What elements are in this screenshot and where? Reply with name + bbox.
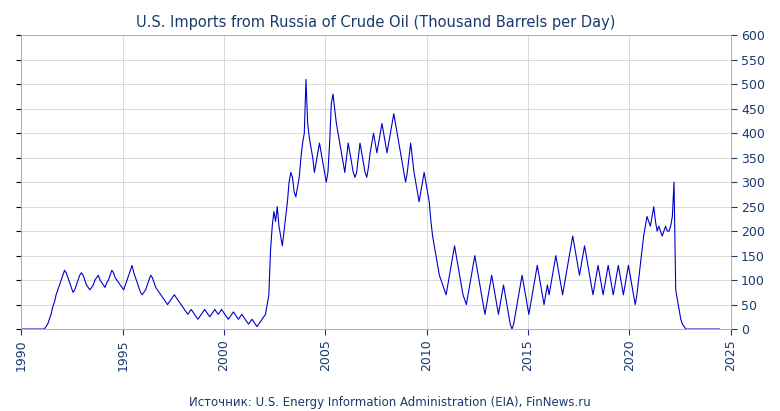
Title: U.S. Imports from Russia of Crude Oil (Thousand Barrels per Day): U.S. Imports from Russia of Crude Oil (T… — [136, 15, 615, 30]
Text: Источник: U.S. Energy Information Administration (EIA), FinNews.ru: Источник: U.S. Energy Information Admini… — [189, 396, 591, 409]
